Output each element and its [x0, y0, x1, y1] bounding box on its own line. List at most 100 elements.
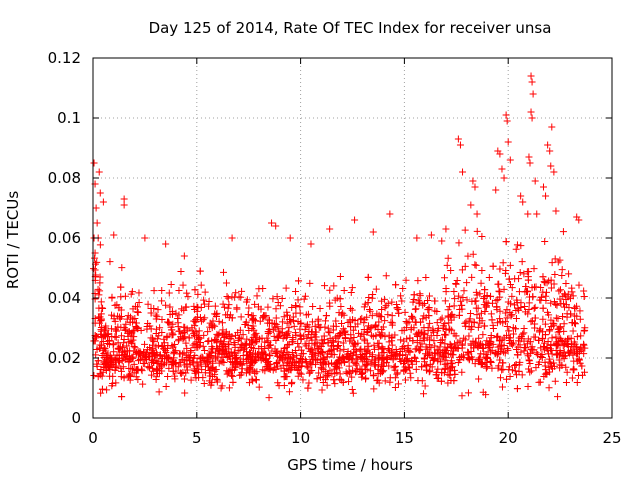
data-point: [451, 340, 459, 348]
data-point: [96, 287, 104, 295]
data-point: [109, 372, 117, 380]
data-point: [273, 293, 281, 301]
data-point: [150, 287, 158, 295]
data-point: [531, 314, 539, 322]
data-point: [524, 310, 532, 318]
data-point: [120, 335, 128, 343]
data-point: [545, 311, 553, 319]
data-point: [535, 328, 543, 336]
data-point: [212, 335, 220, 343]
data-point: [416, 292, 424, 300]
data-point: [546, 326, 554, 334]
data-point: [264, 365, 272, 373]
data-point: [183, 363, 191, 371]
y-axis-label: ROTI / TECUs: [4, 191, 22, 289]
data-point: [446, 340, 454, 348]
data-point: [129, 336, 137, 344]
data-point: [332, 317, 340, 325]
data-point: [411, 354, 419, 362]
data-point: [554, 315, 562, 323]
data-point: [208, 372, 216, 380]
data-point: [258, 348, 266, 356]
data-point: [144, 363, 152, 371]
data-point: [301, 292, 309, 300]
data-point: [256, 335, 264, 343]
data-point: [524, 210, 532, 218]
data-point: [271, 345, 279, 353]
data-point: [135, 299, 143, 307]
data-point: [180, 306, 188, 314]
x-tick-label: 25: [602, 429, 621, 447]
data-point: [282, 284, 290, 292]
data-point: [174, 323, 182, 331]
data-point: [201, 314, 209, 322]
data-point: [121, 292, 129, 300]
data-point: [454, 135, 462, 143]
data-point: [372, 321, 380, 329]
data-point: [270, 364, 278, 372]
data-point: [534, 336, 542, 344]
data-point: [244, 311, 252, 319]
data-point: [475, 334, 483, 342]
data-point: [505, 275, 513, 283]
data-point: [99, 198, 107, 206]
data-point: [351, 340, 359, 348]
data-point: [515, 275, 523, 283]
data-point: [102, 360, 110, 368]
data-point: [381, 377, 389, 385]
data-point: [148, 350, 156, 358]
data-point: [480, 294, 488, 302]
data-point: [483, 291, 491, 299]
data-point: [443, 261, 451, 269]
data-point: [560, 348, 568, 356]
data-point: [488, 316, 496, 324]
data-point: [218, 358, 226, 366]
data-point: [215, 317, 223, 325]
data-point: [221, 343, 229, 350]
data-point: [366, 307, 374, 315]
data-point: [134, 325, 142, 333]
data-point: [147, 334, 155, 342]
data-point: [306, 358, 314, 366]
data-point: [463, 296, 471, 304]
data-point: [162, 301, 170, 309]
data-point: [108, 293, 116, 301]
data-point: [283, 348, 291, 356]
data-point: [500, 334, 508, 342]
data-point: [302, 322, 310, 330]
y-tick-labels: 0 0.02 0.04 0.06 0.08 0.1 0.12: [48, 49, 81, 427]
data-point: [461, 226, 469, 234]
data-point: [200, 300, 208, 308]
data-point: [442, 284, 450, 292]
data-point: [519, 198, 527, 206]
data-point: [487, 338, 495, 346]
data-point: [349, 351, 357, 359]
data-point: [491, 350, 499, 358]
data-point: [370, 385, 378, 393]
data-point: [226, 352, 234, 360]
data-point: [152, 311, 160, 319]
data-point: [317, 323, 325, 331]
data-point: [414, 277, 422, 285]
data-point: [504, 298, 512, 306]
data-point: [115, 304, 123, 312]
data-point: [191, 369, 199, 377]
data-point: [486, 357, 494, 365]
data-point: [486, 343, 494, 351]
data-point: [322, 312, 330, 320]
data-point: [526, 359, 534, 367]
data-point: [117, 283, 125, 291]
data-point: [194, 362, 202, 370]
data-point: [547, 360, 555, 368]
data-point: [111, 333, 119, 341]
data-point: [117, 364, 125, 372]
data-point: [135, 357, 143, 365]
data-point: [374, 355, 382, 363]
data-point: [477, 279, 485, 287]
data-point: [272, 348, 280, 356]
data-point: [506, 280, 514, 288]
data-point: [326, 329, 334, 337]
data-point: [489, 321, 497, 329]
data-point: [487, 348, 495, 356]
data-point: [183, 289, 191, 297]
